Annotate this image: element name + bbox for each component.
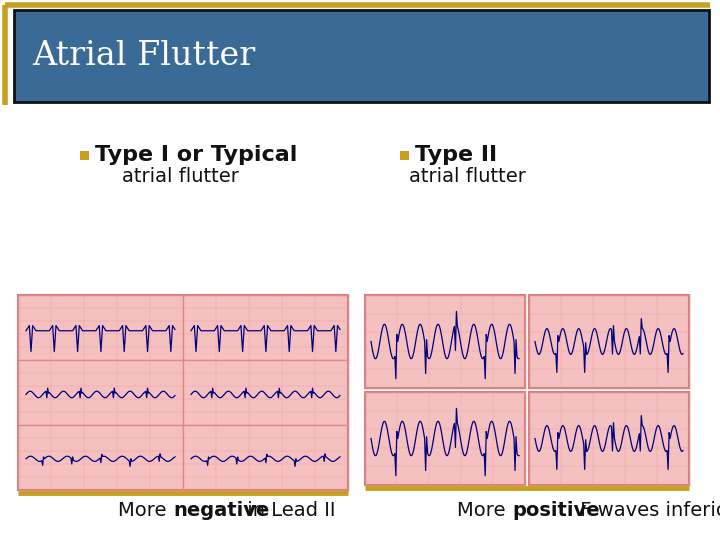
Text: More: More <box>457 501 512 519</box>
Text: Atrial Flutter: Atrial Flutter <box>32 40 256 72</box>
Text: F waves inferiorly: F waves inferiorly <box>574 501 720 519</box>
Text: Type II: Type II <box>415 145 497 165</box>
Text: atrial flutter: atrial flutter <box>122 167 238 186</box>
Bar <box>18 295 348 490</box>
Bar <box>529 392 689 485</box>
Text: Type I or Typical: Type I or Typical <box>95 145 297 165</box>
Text: atrial flutter: atrial flutter <box>408 167 526 186</box>
Bar <box>14 10 709 102</box>
Text: positive: positive <box>512 501 600 519</box>
Text: More: More <box>118 501 173 519</box>
Text: negative: negative <box>173 501 269 519</box>
Bar <box>80 151 89 160</box>
Bar <box>400 151 409 160</box>
Bar <box>529 295 689 388</box>
Text: in Lead II: in Lead II <box>241 501 336 519</box>
Bar <box>365 295 525 388</box>
Bar <box>365 392 525 485</box>
